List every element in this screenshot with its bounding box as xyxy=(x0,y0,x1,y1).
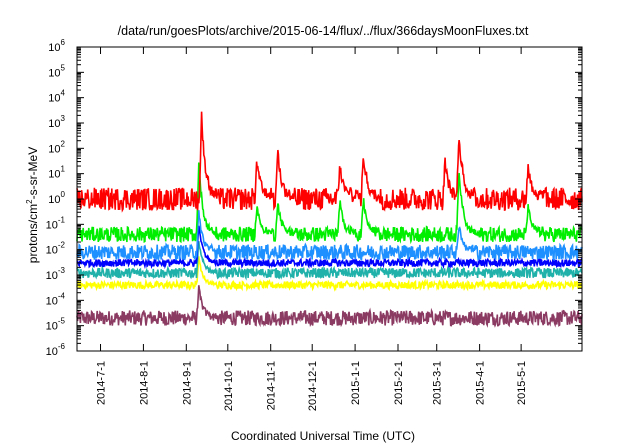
series-line-3 xyxy=(76,225,583,270)
y-tick-base: 10 xyxy=(48,93,60,105)
y-tick-exponent: -5 xyxy=(58,317,66,326)
series-line-0 xyxy=(76,285,583,328)
y-tick-exponent: -4 xyxy=(58,291,66,300)
y-tick-exponent: -3 xyxy=(58,266,66,275)
y-tick-label: 10-6 xyxy=(46,342,66,358)
y-tick-label: 10-5 xyxy=(46,317,66,333)
y-tick-exponent: 6 xyxy=(61,38,66,47)
y-tick-base: 10 xyxy=(46,219,58,231)
y-tick-label: 10-3 xyxy=(46,266,66,282)
x-tick-label: 2015-4-1 xyxy=(475,361,487,405)
y-tick-exponent: 3 xyxy=(61,114,66,123)
series-line-2 xyxy=(76,241,583,281)
chart-title: /data/run/goesPlots/archive/2015-06-14/f… xyxy=(118,24,529,38)
series-line-1 xyxy=(76,256,583,292)
y-axis-label: protons/cm2-s-sr-MeV xyxy=(25,147,40,263)
y-tick-base: 10 xyxy=(48,169,60,181)
y-tick-base: 10 xyxy=(46,295,58,307)
y-tick-base: 10 xyxy=(48,67,60,79)
series-line-4 xyxy=(76,210,583,263)
y-tick-exponent: 0 xyxy=(61,190,66,199)
x-tick-label: 2014-11-1 xyxy=(266,361,278,410)
x-axis-label: Coordinated Universal Time (UTC) xyxy=(231,429,415,443)
y-tick-base: 10 xyxy=(48,118,60,130)
y-tick-exponent: 4 xyxy=(61,89,66,98)
x-tick-label: 2015-5-1 xyxy=(516,361,528,405)
x-axis: 2014-7-1 2014-8-1 2014-9-1 2014-10-1 2014-11… xyxy=(96,47,528,411)
y-tick-base: 10 xyxy=(48,143,60,155)
x-tick-label: 2015-3-1 xyxy=(432,361,444,405)
y-tick-base: 10 xyxy=(46,346,58,358)
x-tick-label: 2015-2-1 xyxy=(393,361,405,405)
y-tick-exponent: -1 xyxy=(58,215,66,224)
y-tick-label: 10-1 xyxy=(46,215,66,231)
y-tick-exponent: 2 xyxy=(61,139,66,148)
series-line-5 xyxy=(76,162,583,245)
y-tick-label: 10-4 xyxy=(46,291,66,307)
y-tick-label: 102 xyxy=(48,139,65,155)
y-tick-label: 106 xyxy=(48,38,65,54)
y-tick-label: 104 xyxy=(48,89,65,105)
y-tick-label: 103 xyxy=(48,114,65,130)
y-tick-exponent: 5 xyxy=(61,63,66,72)
x-tick-label: 2014-7-1 xyxy=(96,361,108,405)
y-tick-exponent: 1 xyxy=(61,165,66,174)
y-tick-base: 10 xyxy=(46,321,58,333)
y-tick-label: 101 xyxy=(48,165,65,181)
y-tick-label: 105 xyxy=(48,63,65,79)
y-tick-base: 10 xyxy=(48,194,60,206)
y-tick-base: 10 xyxy=(46,270,58,282)
y-tick-exponent: -2 xyxy=(58,241,66,250)
x-tick-label: 2014-10-1 xyxy=(223,361,235,411)
y-tick-base: 10 xyxy=(48,42,60,54)
y-tick-label: 10-2 xyxy=(46,241,66,257)
series-line-6 xyxy=(76,111,583,213)
series-layer xyxy=(76,111,583,328)
y-tick-exponent: -6 xyxy=(58,342,66,351)
y-tick-label: 100 xyxy=(48,190,65,206)
x-tick-label: 2015-1-1 xyxy=(350,361,362,405)
x-tick-label: 2014-12-1 xyxy=(307,361,319,411)
x-tick-label: 2014-8-1 xyxy=(138,361,150,405)
y-axis: 10-610-510-410-310-210-11001011021031041… xyxy=(46,38,582,358)
x-tick-label: 2014-9-1 xyxy=(181,361,193,405)
y-tick-base: 10 xyxy=(46,245,58,257)
